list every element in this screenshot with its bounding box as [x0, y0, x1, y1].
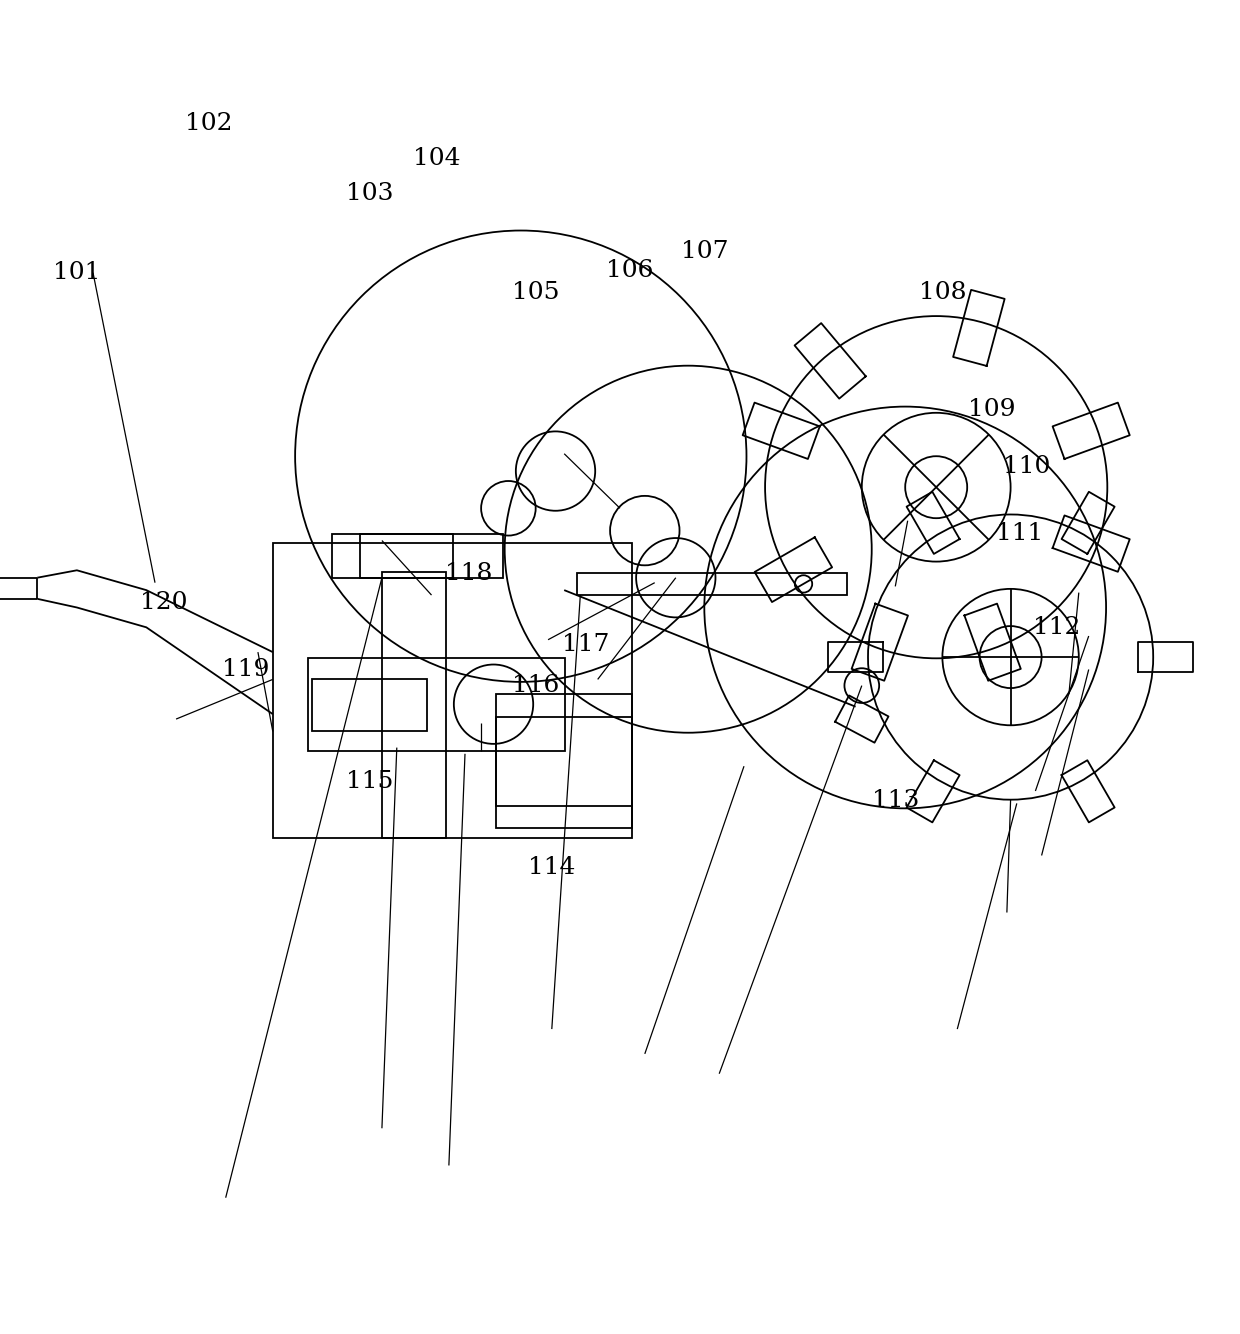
- Text: 115: 115: [346, 770, 393, 792]
- Text: 109: 109: [968, 398, 1016, 420]
- Bar: [308, 658, 565, 751]
- Text: 113: 113: [872, 790, 919, 812]
- Text: 106: 106: [606, 259, 653, 281]
- Bar: [312, 679, 427, 731]
- Text: 117: 117: [562, 634, 609, 656]
- Text: 108: 108: [919, 281, 966, 304]
- Bar: [332, 535, 503, 578]
- Text: 120: 120: [140, 591, 187, 614]
- Text: 114: 114: [528, 856, 575, 879]
- Bar: [496, 716, 632, 806]
- Text: 110: 110: [1003, 455, 1050, 478]
- Bar: [496, 694, 632, 828]
- Text: 112: 112: [1033, 616, 1080, 639]
- Text: 102: 102: [185, 112, 232, 135]
- Text: 119: 119: [222, 658, 269, 680]
- Bar: [577, 572, 847, 595]
- Text: 101: 101: [53, 261, 100, 284]
- Text: 104: 104: [413, 147, 460, 171]
- Bar: [360, 535, 453, 578]
- Bar: [382, 571, 446, 838]
- Text: 116: 116: [512, 674, 559, 698]
- Text: 118: 118: [445, 563, 492, 586]
- Text: 107: 107: [681, 240, 728, 263]
- Text: 105: 105: [512, 281, 559, 304]
- Text: 111: 111: [996, 522, 1043, 544]
- Text: 103: 103: [346, 181, 393, 205]
- Bar: [273, 543, 632, 838]
